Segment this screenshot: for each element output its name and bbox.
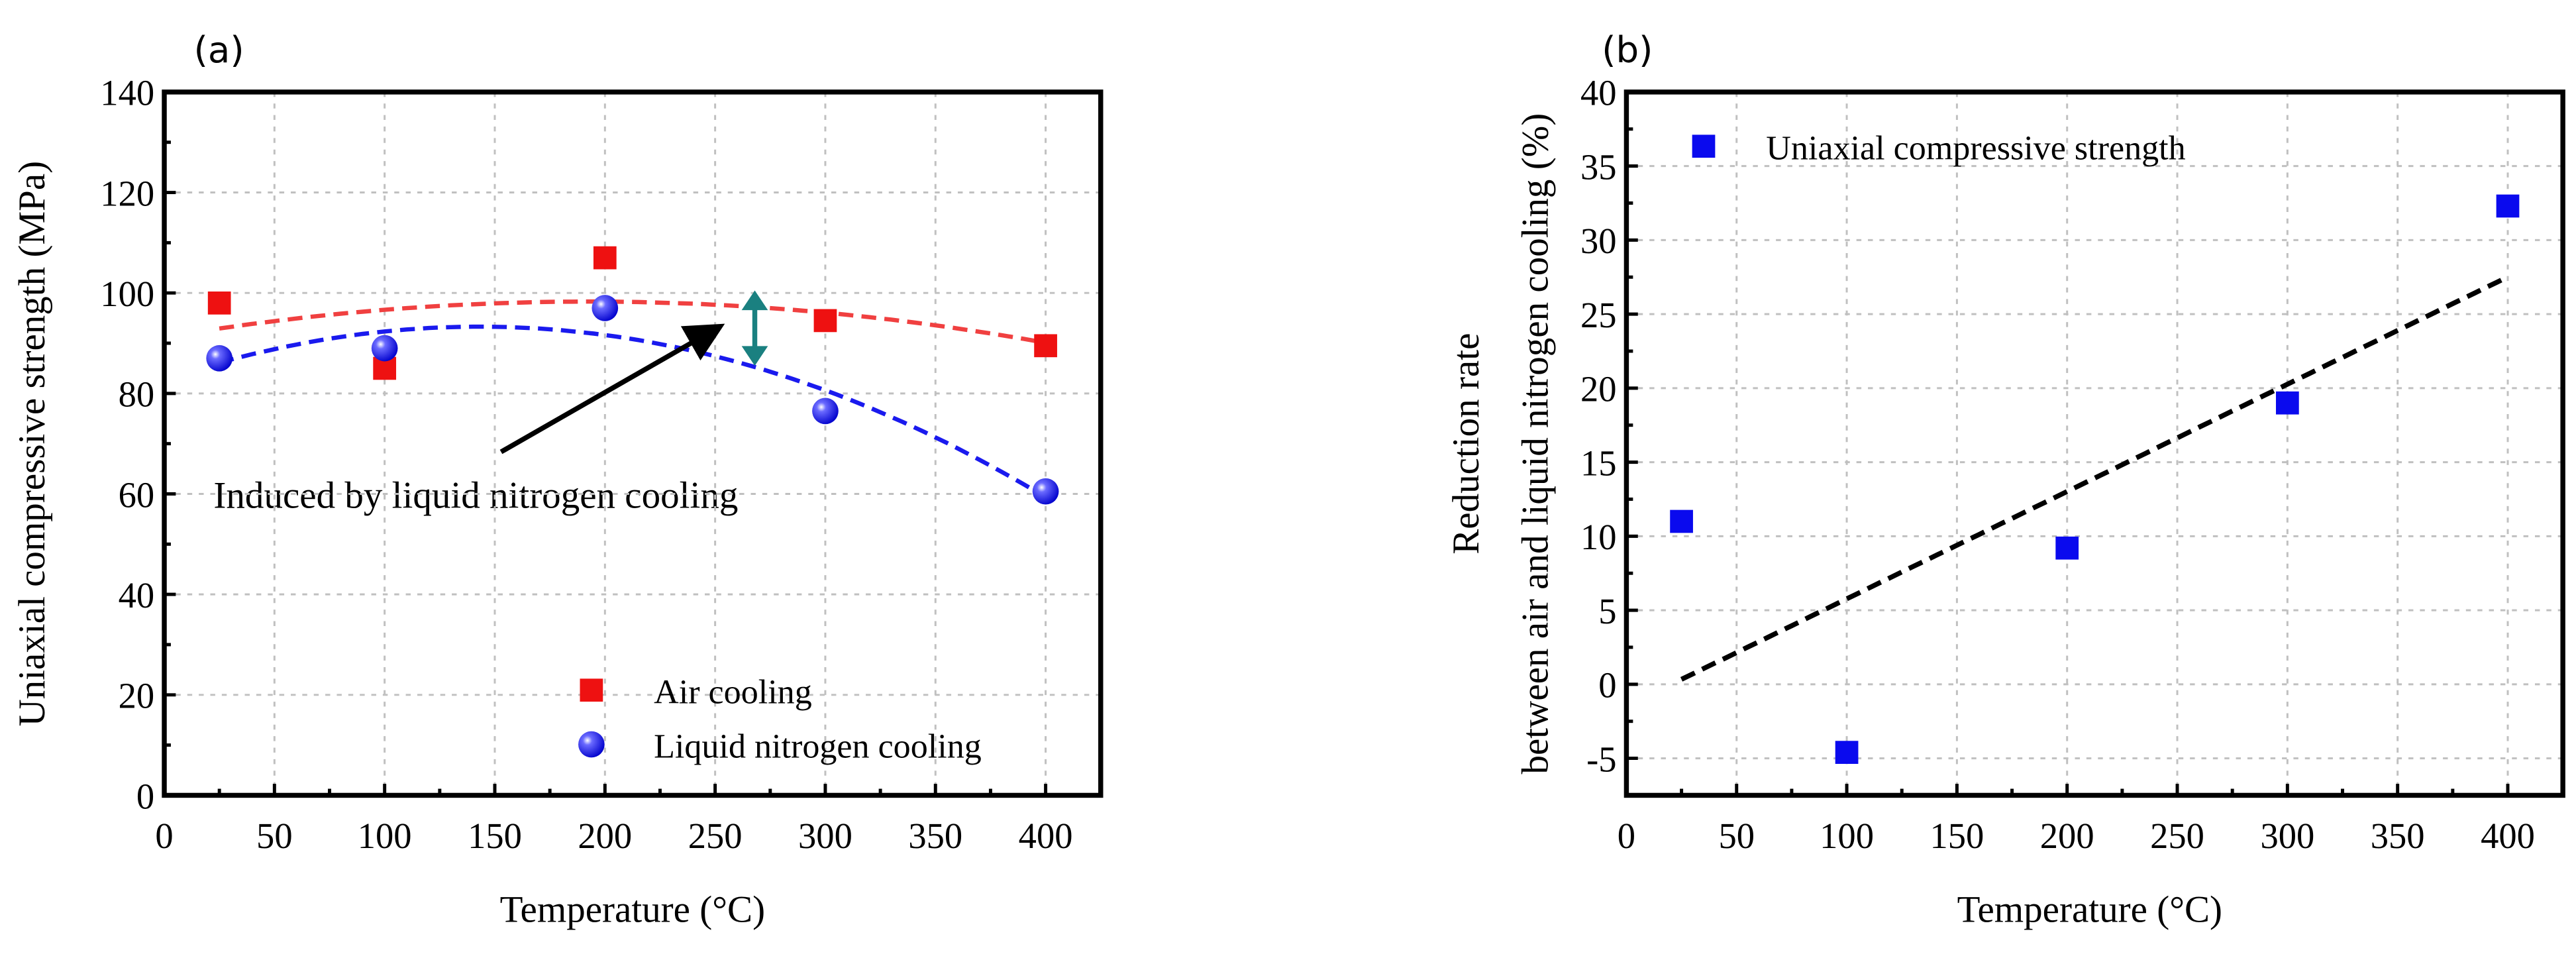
- data-point-air-cooling: [207, 292, 231, 315]
- data-point-uniaxial-compressive-strength: [2496, 194, 2520, 218]
- data-point-liquid-nitrogen-cooling: [371, 335, 398, 362]
- x-tick-label: 50: [1718, 816, 1755, 856]
- x-tick-label: 150: [1930, 816, 1984, 856]
- y-tick-label: 0: [1598, 665, 1616, 706]
- y-tick-label: 120: [100, 173, 154, 213]
- x-tick-label: 0: [155, 816, 173, 856]
- y-tick-label: 60: [119, 474, 155, 515]
- data-point-air-cooling: [1034, 334, 1057, 358]
- y-axis-title-b-line1: Reduction rate: [1445, 333, 1487, 555]
- data-point-liquid-nitrogen-cooling: [1032, 478, 1059, 505]
- y-tick-label: 30: [1580, 221, 1617, 261]
- x-tick-label: 150: [468, 816, 522, 856]
- y-tick-label: 25: [1580, 295, 1617, 335]
- y-tick-label: 35: [1580, 146, 1617, 187]
- double-arrow-head-up: [741, 290, 768, 311]
- fit-line-air-cooling: [219, 299, 1047, 345]
- fit-line-uniaxial-compressive-strength: [1680, 274, 2509, 682]
- x-tick-label: 400: [2481, 816, 2535, 856]
- x-tick-label: 200: [578, 816, 632, 856]
- legend-label-liquid-nitrogen-cooling: Liquid nitrogen cooling: [654, 727, 982, 765]
- legend-marker-air-cooling: [580, 678, 603, 702]
- x-tick-label: 50: [256, 816, 293, 856]
- legend-label-uniaxial-compressive-strength: Uniaxial compressive strength: [1766, 130, 2185, 168]
- data-point-liquid-nitrogen-cooling: [206, 345, 233, 372]
- x-tick-label: 350: [2371, 816, 2425, 856]
- panel-b: (b) Temperature (°C) Reduction rate betw…: [1445, 28, 2565, 930]
- y-tick-label: 10: [1580, 517, 1617, 557]
- data-point-uniaxial-compressive-strength: [1835, 741, 1859, 765]
- y-tick-label: -5: [1586, 739, 1616, 779]
- x-tick-label: 200: [2040, 816, 2094, 856]
- x-tick-label: 100: [358, 816, 412, 856]
- x-tick-label: 0: [1618, 816, 1635, 856]
- x-tick-label: 100: [1820, 816, 1874, 856]
- y-tick-label: 0: [136, 776, 154, 816]
- y-tick-label: 15: [1580, 443, 1617, 483]
- annotation-text: Induced by liquid nitrogen cooling: [213, 474, 738, 516]
- legend-marker-uniaxial-compressive-strength: [1692, 134, 1716, 158]
- panel-label-b: (b): [1602, 28, 1653, 71]
- y-tick-label: 140: [100, 73, 154, 113]
- data-point-uniaxial-compressive-strength: [2275, 391, 2299, 415]
- data-point-uniaxial-compressive-strength: [1670, 509, 1693, 533]
- panel-label-a: (a): [194, 28, 244, 71]
- plot-frame-b: [1623, 89, 2565, 798]
- y-tick-label: 20: [119, 676, 155, 716]
- fit-line-liquid-nitrogen-cooling: [219, 324, 1047, 500]
- x-tick-label: 300: [798, 816, 852, 856]
- annotation-arrow: [499, 323, 725, 454]
- panel-a: (a) Temperature (°C) Uniaxial compressiv…: [11, 28, 1104, 930]
- legend-label-air-cooling: Air cooling: [654, 674, 812, 712]
- y-axis-title-b-line2: between air and liquid nitrogen cooling …: [1514, 113, 1556, 774]
- data-point-liquid-nitrogen-cooling: [812, 398, 839, 425]
- x-tick-label: 400: [1019, 816, 1073, 856]
- x-tick-label: 350: [908, 816, 962, 856]
- x-tick-label: 300: [2260, 816, 2314, 856]
- y-tick-label: 100: [100, 274, 154, 314]
- data-point-air-cooling: [813, 309, 837, 333]
- y-axis-title-a: Uniaxial compressive strength (MPa): [11, 161, 53, 727]
- y-tick-label: 40: [1580, 73, 1617, 113]
- y-tick-label: 80: [119, 374, 155, 415]
- data-point-liquid-nitrogen-cooling: [592, 295, 619, 321]
- x-axis-title-b: Temperature (°C): [1957, 888, 2222, 930]
- data-point-air-cooling: [593, 246, 617, 270]
- double-arrow-head-down: [741, 346, 768, 366]
- y-tick-label: 40: [119, 575, 155, 615]
- data-point-uniaxial-compressive-strength: [2055, 536, 2079, 560]
- y-tick-label: 20: [1580, 369, 1617, 409]
- y-tick-label: 5: [1598, 591, 1616, 631]
- legend-marker-liquid-nitrogen-cooling: [578, 731, 605, 758]
- x-tick-label: 250: [688, 816, 743, 856]
- x-axis-title-a: Temperature (°C): [500, 888, 765, 930]
- plot-frame-a: [162, 89, 1104, 798]
- x-tick-label: 250: [2150, 816, 2204, 856]
